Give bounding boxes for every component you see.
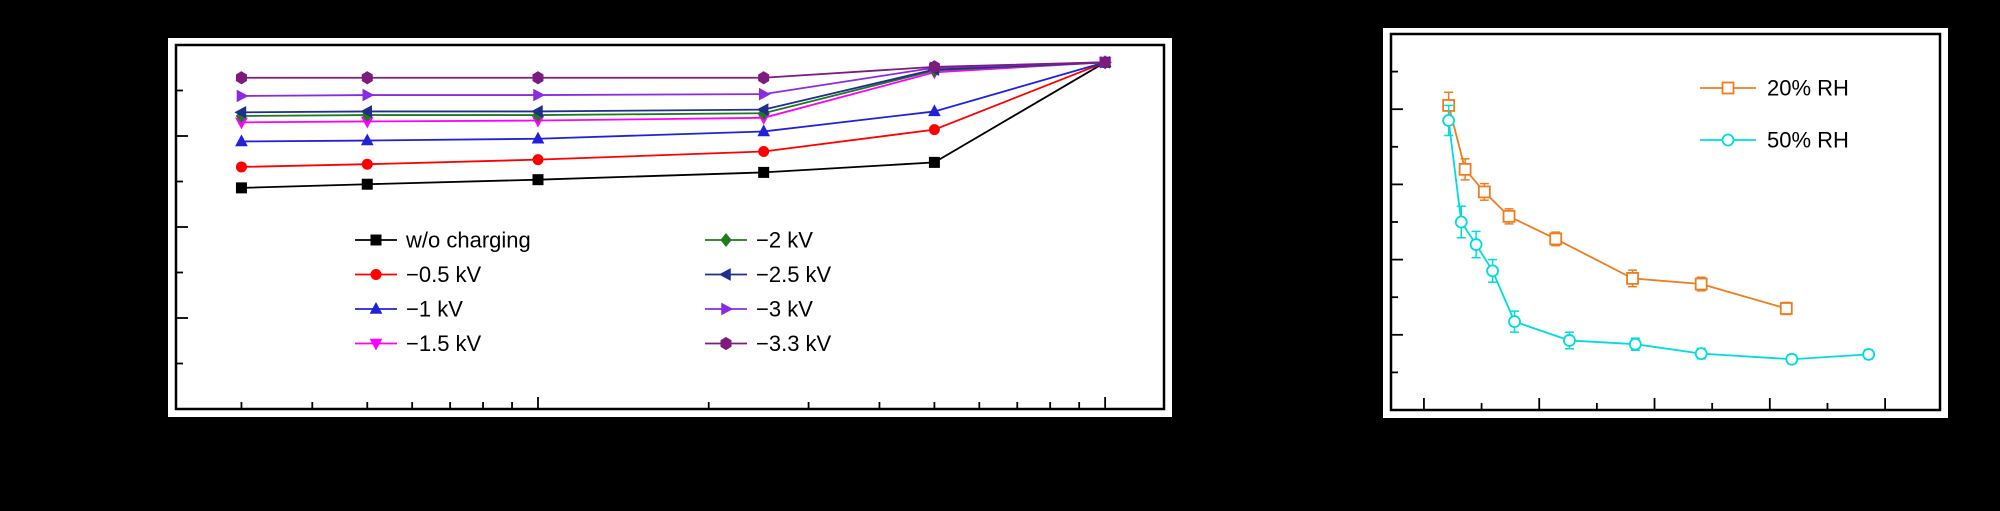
humidity-decay-chart: 20% RH 50% RH — [1389, 32, 1942, 412]
data-point-marker-square — [1779, 302, 1793, 315]
legend-label: 20% RH — [1767, 76, 1849, 101]
legend-label: w/o charging — [405, 228, 531, 253]
humidity-decay-chart-panel: 20% RH 50% RH — [1383, 28, 1948, 418]
data-point-marker-square — [1694, 277, 1708, 291]
data-point-marker-circle — [235, 161, 247, 173]
series-0-5-kv — [235, 56, 1111, 173]
data-point-marker-square — [235, 182, 247, 194]
data-point-marker-hexagon — [1099, 55, 1111, 69]
data-point-marker-circle — [1862, 347, 1876, 361]
data-point-marker-hexagon — [235, 71, 247, 85]
data-point-marker-diamond — [720, 232, 732, 248]
data-point-marker-square — [1626, 271, 1639, 285]
legend-label: −3 kV — [756, 297, 813, 322]
data-point-marker-triangle-left — [360, 105, 373, 118]
data-point-marker-square — [758, 166, 770, 178]
axes-frame — [1389, 32, 1942, 412]
data-point-marker-triangle-right — [362, 88, 375, 102]
data-point-marker-square — [370, 234, 382, 246]
axes-frame — [174, 43, 1166, 411]
series-20-rh — [1442, 91, 1793, 316]
data-point-marker-circle — [1563, 334, 1576, 347]
data-point-marker-hexagon — [758, 71, 770, 85]
data-point-marker-hexagon — [720, 336, 732, 351]
data-point-marker-triangle-right — [758, 87, 771, 101]
data-point-marker-circle — [1442, 114, 1456, 127]
data-point-marker-circle — [1628, 337, 1642, 351]
legend-entry-2-kv: −2 kV — [705, 228, 813, 253]
data-point-marker-circle — [1721, 133, 1735, 147]
data-point-marker-square — [1721, 81, 1735, 95]
series-line — [241, 61, 1106, 189]
legend-entry-0-5-kv: −0.5 kV — [355, 262, 482, 287]
data-point-marker-circle — [532, 154, 544, 166]
legend-label: −2 kV — [756, 228, 813, 253]
data-point-marker-triangle-up — [360, 133, 374, 146]
legend: w/o charging −0.5 kV −1 kV −1.5 kV −2 kV −2.5… — [355, 228, 832, 356]
legend-label: 50% RH — [1767, 128, 1849, 153]
series-line — [241, 61, 1106, 143]
data-point-marker-square — [532, 174, 544, 186]
legend-entry-20-rh: 20% RH — [1700, 76, 1849, 101]
legend-entry-w-o-charging: w/o charging — [355, 228, 531, 253]
data-point-marker-circle — [1694, 347, 1708, 361]
series-50-rh — [1442, 104, 1876, 366]
data-point-marker-square — [1477, 185, 1491, 199]
data-point-marker-triangle-up — [531, 131, 545, 144]
axis-ticks — [177, 44, 1107, 410]
legend-label: −2.5 kV — [756, 262, 832, 287]
legend-entry-1-5-kv: −1.5 kV — [355, 331, 482, 356]
data-point-marker-square — [1458, 162, 1472, 176]
data-point-marker-triangle-up — [757, 124, 771, 137]
data-point-marker-hexagon — [532, 71, 544, 85]
series-line — [1447, 120, 1869, 361]
series-3-3-kv — [235, 55, 1111, 85]
data-point-marker-triangle-down — [369, 338, 383, 351]
data-point-marker-square — [1549, 232, 1563, 246]
data-point-marker-triangle-right — [533, 88, 546, 102]
data-point-marker-hexagon — [928, 60, 940, 74]
data-point-marker-circle — [361, 158, 373, 170]
legend: 20% RH 50% RH — [1700, 76, 1849, 153]
legend-entry-50-rh: 50% RH — [1700, 128, 1849, 153]
data-point-marker-triangle-right — [236, 89, 249, 103]
data-point-marker-triangle-left — [530, 105, 543, 118]
legend-entry-1-kv: −1 kV — [355, 297, 463, 322]
data-point-marker-triangle-right — [721, 302, 734, 316]
data-point-marker-circle — [1454, 215, 1468, 229]
legend-label: −0.5 kV — [406, 262, 482, 287]
series-line — [241, 61, 1106, 79]
legend-entry-3-kv: −3 kV — [705, 297, 813, 322]
data-point-marker-triangle-left — [756, 103, 769, 116]
legend-entry-2-5-kv: −2.5 kV — [705, 262, 832, 287]
series-line — [241, 61, 1106, 114]
axis-ticks — [1392, 33, 1887, 411]
data-point-marker-triangle-left — [718, 268, 731, 281]
data-point-marker-circle — [1469, 238, 1483, 251]
data-point-marker-square — [361, 178, 373, 190]
data-point-marker-square — [928, 156, 940, 168]
data-point-marker-triangle-left — [234, 106, 247, 119]
legend-label: −1 kV — [406, 297, 463, 322]
data-point-marker-circle — [928, 124, 940, 136]
data-point-marker-triangle-up — [369, 301, 383, 314]
data-point-marker-circle — [370, 269, 382, 280]
data-point-marker-circle — [1785, 352, 1799, 366]
data-point-marker-hexagon — [361, 71, 373, 85]
data-point-marker-triangle-up — [928, 104, 941, 117]
data-point-marker-triangle-up — [235, 134, 248, 147]
data-point-marker-circle — [758, 145, 770, 157]
legend-label: −1.5 kV — [406, 331, 482, 356]
series-line — [241, 61, 1106, 168]
filtration-efficiency-chart: w/o charging −0.5 kV −1 kV −1.5 kV −2 kV −2.5… — [174, 43, 1166, 411]
data-point-marker-circle — [1508, 315, 1521, 329]
legend-entry-3-3-kv: −3.3 kV — [705, 331, 832, 356]
filtration-efficiency-chart-panel: w/o charging −0.5 kV −1 kV −1.5 kV −2 kV −2.5… — [168, 38, 1172, 417]
series-line — [241, 61, 1106, 124]
data-point-marker-circle — [1486, 264, 1499, 278]
legend-label: −3.3 kV — [756, 331, 832, 356]
data-point-marker-square — [1502, 209, 1516, 223]
